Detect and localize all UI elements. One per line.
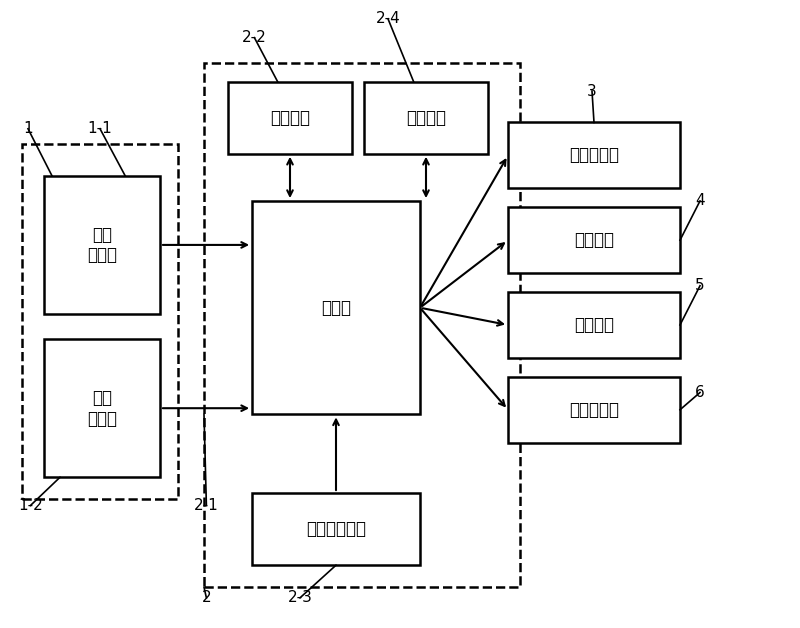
Text: 4: 4 — [695, 193, 705, 208]
Bar — [204, 63, 520, 587]
Bar — [44, 176, 160, 314]
Bar — [22, 144, 178, 499]
Text: 6: 6 — [695, 385, 705, 400]
Bar — [508, 207, 680, 273]
Text: 2-1: 2-1 — [194, 498, 218, 513]
Text: 湿度
传感器: 湿度 传感器 — [87, 389, 117, 428]
Text: 2: 2 — [202, 590, 211, 605]
Text: 温度
传感器: 温度 传感器 — [87, 225, 117, 264]
Text: 2-2: 2-2 — [242, 30, 266, 45]
Text: 2-3: 2-3 — [287, 590, 313, 605]
Text: 2-4: 2-4 — [376, 11, 400, 26]
Bar — [364, 82, 488, 154]
Text: 存储单元: 存储单元 — [270, 109, 310, 127]
Bar — [508, 122, 680, 188]
Text: 1-2: 1-2 — [18, 498, 42, 513]
Bar — [252, 493, 420, 565]
Bar — [228, 82, 352, 154]
Bar — [252, 201, 420, 414]
Text: 可升降支座: 可升降支座 — [569, 401, 619, 419]
Text: 1-1: 1-1 — [88, 121, 112, 136]
Bar — [508, 377, 680, 443]
Bar — [508, 292, 680, 358]
Text: 制冷风机: 制冷风机 — [574, 316, 614, 334]
Text: 控制器: 控制器 — [321, 299, 351, 317]
Text: 空气干燥机: 空气干燥机 — [569, 146, 619, 165]
Text: 5: 5 — [695, 278, 705, 293]
Text: 参数设置单元: 参数设置单元 — [306, 520, 366, 538]
Text: 加热装置: 加热装置 — [574, 231, 614, 249]
Text: 3: 3 — [587, 84, 597, 99]
Text: 显示单元: 显示单元 — [406, 109, 446, 127]
Text: 1: 1 — [23, 121, 33, 136]
Bar — [44, 339, 160, 477]
